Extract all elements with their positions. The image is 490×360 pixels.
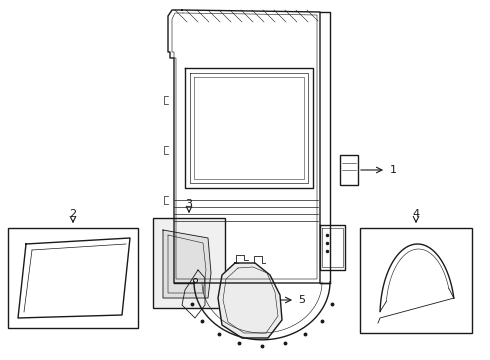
Text: 2: 2 [70,209,76,219]
Polygon shape [218,263,282,338]
Polygon shape [163,230,211,298]
Bar [8,228,138,328]
Bar [340,155,358,185]
Text: 1: 1 [390,165,397,175]
Text: 3: 3 [186,199,193,209]
Text: 5: 5 [298,295,305,305]
Text: 4: 4 [413,209,419,219]
Bar [153,218,225,308]
Bar [360,228,472,333]
